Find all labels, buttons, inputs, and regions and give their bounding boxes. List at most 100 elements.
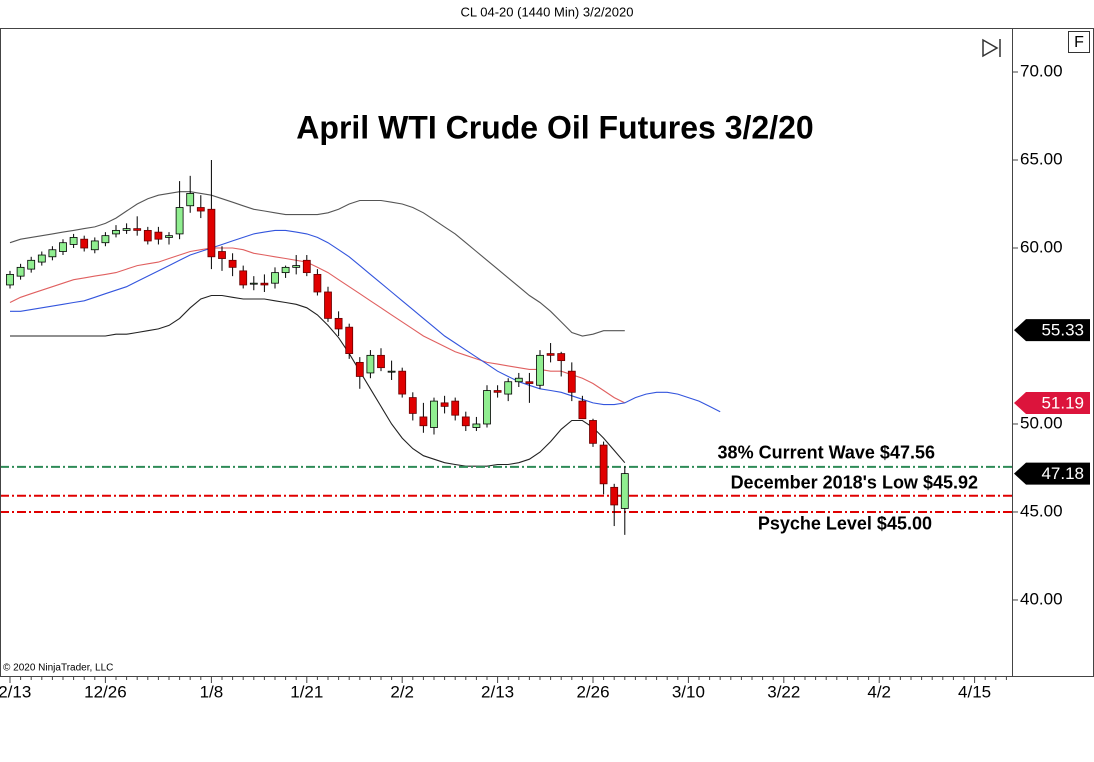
candle-body bbox=[122, 228, 131, 231]
candle-body bbox=[472, 423, 481, 428]
candle-body bbox=[398, 370, 407, 395]
candle-body bbox=[599, 444, 608, 485]
candle-body bbox=[48, 249, 57, 258]
candle-body bbox=[196, 207, 205, 212]
candle-body bbox=[377, 354, 385, 369]
indicator-line bbox=[9, 191, 625, 337]
icon-triangle bbox=[982, 38, 999, 58]
level-label: Psyche Level $45.00 bbox=[758, 514, 932, 534]
price-tag-label: 55.33 bbox=[1041, 321, 1084, 340]
candle-body bbox=[69, 237, 78, 245]
candle-body bbox=[59, 242, 67, 252]
candle-body bbox=[387, 370, 396, 373]
price-tag bbox=[1014, 462, 1090, 485]
candle-body bbox=[557, 353, 566, 362]
x-tick-label: 12/26 bbox=[84, 682, 127, 701]
candle-body bbox=[514, 377, 523, 383]
indicator-line bbox=[10, 229, 721, 413]
candle-body bbox=[355, 361, 364, 377]
candle-body bbox=[504, 381, 513, 395]
candle-body bbox=[440, 402, 449, 407]
candle-body bbox=[16, 266, 25, 277]
candle-body bbox=[27, 259, 36, 270]
candle-body bbox=[546, 353, 555, 356]
candle-body bbox=[567, 370, 576, 393]
candle-body bbox=[430, 400, 438, 428]
candle-body bbox=[578, 400, 587, 420]
candle-body bbox=[366, 354, 375, 374]
candle-body bbox=[493, 390, 502, 393]
candle-body bbox=[80, 238, 89, 249]
candle-body bbox=[419, 416, 428, 427]
candle-body bbox=[228, 259, 237, 268]
candle-body bbox=[133, 228, 142, 231]
candle-body bbox=[292, 265, 301, 268]
candle-body bbox=[260, 282, 269, 286]
indicator-line bbox=[10, 294, 626, 467]
price-tag-label: 47.18 bbox=[1041, 464, 1084, 483]
candle-body bbox=[175, 207, 184, 235]
candle-body bbox=[186, 193, 195, 207]
price-tag bbox=[1014, 392, 1090, 415]
candle-body bbox=[143, 229, 152, 242]
candle-body bbox=[239, 270, 248, 286]
x-tick-label: 3/22 bbox=[767, 682, 800, 701]
y-tick-label: 65.00 bbox=[1020, 149, 1063, 168]
candle-body bbox=[271, 272, 279, 284]
x-tick-label: 4/15 bbox=[958, 682, 991, 701]
x-tick-label: 2/13 bbox=[481, 682, 514, 701]
candle-body bbox=[218, 251, 226, 259]
candle-body bbox=[281, 266, 290, 274]
y-tick-label: 50.00 bbox=[1020, 413, 1063, 432]
candle-body bbox=[90, 240, 99, 251]
x-tick-label: 2/26 bbox=[576, 682, 609, 701]
candle-body bbox=[334, 317, 343, 330]
price-tag-label: 51.19 bbox=[1041, 394, 1084, 413]
chart-title: April WTI Crude Oil Futures 3/2/20 bbox=[296, 109, 813, 145]
candle-body bbox=[112, 229, 120, 235]
candle-body bbox=[461, 416, 470, 427]
candle-body bbox=[345, 326, 354, 354]
copyright: © 2020 NinjaTrader, LLC bbox=[3, 663, 113, 674]
candle-body bbox=[408, 397, 417, 414]
y-tick-label: 60.00 bbox=[1020, 237, 1063, 256]
candle-body bbox=[302, 259, 311, 274]
candle-body bbox=[37, 254, 46, 263]
candle-body bbox=[536, 354, 544, 386]
x-tick-label: 4/2 bbox=[867, 682, 891, 701]
candle-body bbox=[313, 273, 322, 293]
candle-body bbox=[620, 473, 629, 509]
level-label: December 2018's Low $45.92 bbox=[731, 473, 978, 493]
candle-body bbox=[101, 235, 110, 244]
x-tick-label: 12/13 bbox=[0, 682, 31, 701]
x-tick-label: 1/21 bbox=[290, 682, 323, 701]
indicator-line bbox=[9, 247, 626, 404]
button-box[interactable] bbox=[1068, 31, 1090, 53]
candle-body bbox=[6, 273, 14, 286]
collapse-icon[interactable] bbox=[982, 38, 1001, 58]
button-label[interactable]: F bbox=[1074, 34, 1084, 51]
plot bbox=[1, 159, 1012, 535]
x-tick-label: 1/8 bbox=[200, 682, 224, 701]
y-tick-label: 70.00 bbox=[1020, 61, 1063, 80]
candle-body bbox=[610, 486, 619, 506]
candle-body bbox=[525, 381, 534, 384]
x-tick-label: 2/2 bbox=[390, 682, 414, 701]
y-tick-label: 45.00 bbox=[1020, 501, 1063, 520]
candle-body bbox=[165, 235, 173, 238]
level-label: 38% Current Wave $47.56 bbox=[718, 443, 935, 463]
candle-body bbox=[207, 208, 216, 258]
chart-header: CL 04-20 (1440 Min) 3/2/2020 bbox=[461, 4, 634, 19]
candle-body bbox=[249, 282, 258, 285]
candle-body bbox=[451, 400, 460, 416]
candle-body bbox=[483, 390, 491, 425]
candle-body bbox=[154, 231, 163, 240]
price-tag bbox=[1014, 319, 1090, 342]
x-tick-label: 3/10 bbox=[672, 682, 705, 701]
candle-body bbox=[589, 420, 597, 444]
candle-body bbox=[324, 291, 332, 319]
y-tick-label: 40.00 bbox=[1020, 589, 1063, 608]
